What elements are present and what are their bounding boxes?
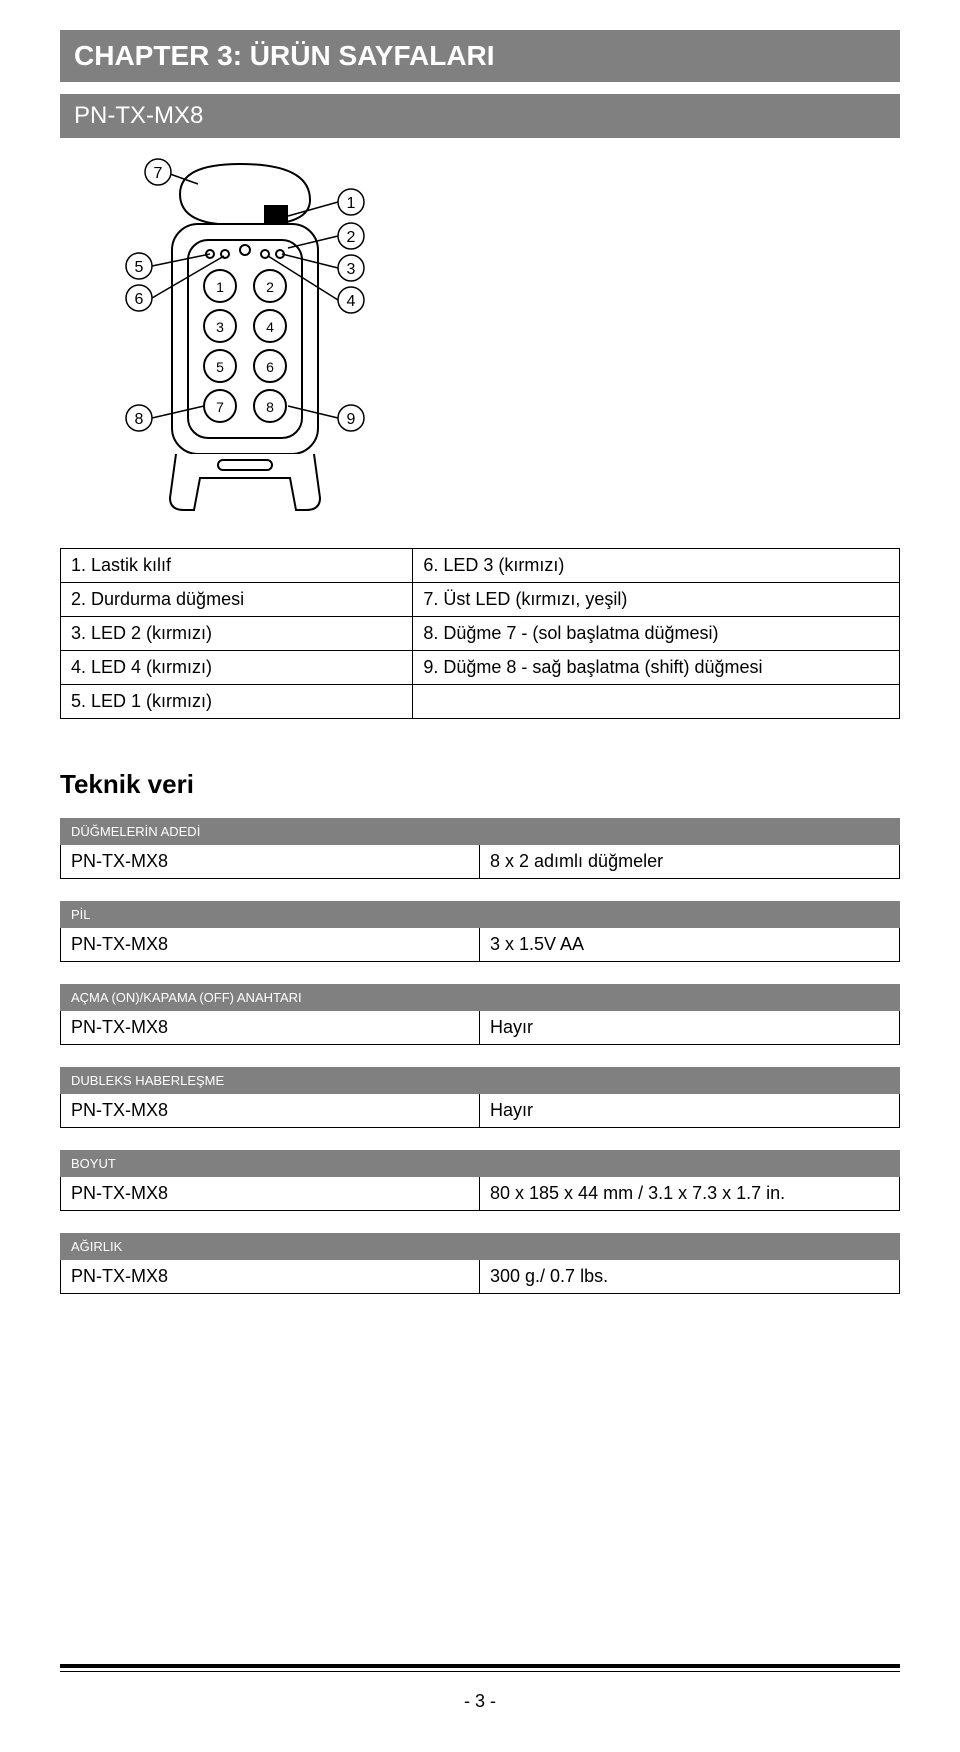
spec-header: DÜĞMELERİN ADEDİ (60, 818, 900, 845)
spec-model: PN-TX-MX8 (61, 845, 480, 878)
callout-1: 1 (347, 195, 356, 212)
spec-value: 3 x 1.5V AA (480, 928, 899, 961)
part-left-5: 5. LED 1 (kırmızı) (61, 685, 413, 719)
spec-header: AÇMA (ON)/KAPAMA (OFF) ANAHTARI (60, 984, 900, 1011)
tech-heading: Teknik veri (60, 769, 900, 800)
part-left-2: 2. Durdurma düğmesi (61, 583, 413, 617)
spec-block-4: BOYUT PN-TX-MX880 x 185 x 44 mm / 3.1 x … (60, 1150, 900, 1211)
part-right-1: 6. LED 3 (kırmızı) (413, 549, 900, 583)
spec-value: 8 x 2 adımlı düğmeler (480, 845, 899, 878)
spec-model: PN-TX-MX8 (61, 1094, 480, 1127)
footer-rule (60, 1664, 900, 1672)
part-right-5 (413, 685, 900, 719)
table-row: 2. Durdurma düğmesi7. Üst LED (kırmızı, … (61, 583, 900, 617)
spec-model: PN-TX-MX8 (61, 1177, 480, 1210)
part-right-4: 9. Düğme 8 - sağ başlatma (shift) düğmes… (413, 651, 900, 685)
spec-header: DUBLEKS HABERLEŞME (60, 1067, 900, 1094)
diagram-btn-8: 8 (266, 399, 274, 415)
diagram-btn-6: 6 (266, 359, 274, 375)
part-left-4: 4. LED 4 (kırmızı) (61, 651, 413, 685)
spec-value: Hayır (480, 1094, 899, 1127)
callout-7: 7 (154, 165, 163, 182)
table-row: 5. LED 1 (kırmızı) (61, 685, 900, 719)
product-name-bar: PN-TX-MX8 (60, 94, 900, 138)
table-row: 1. Lastik kılıf6. LED 3 (kırmızı) (61, 549, 900, 583)
spec-block-2: AÇMA (ON)/KAPAMA (OFF) ANAHTARI PN-TX-MX… (60, 984, 900, 1045)
callout-3: 3 (347, 261, 356, 278)
spec-block-3: DUBLEKS HABERLEŞME PN-TX-MX8Hayır (60, 1067, 900, 1128)
diagram-btn-7: 7 (216, 399, 224, 415)
part-left-3: 3. LED 2 (kırmızı) (61, 617, 413, 651)
table-row: 3. LED 2 (kırmızı)8. Düğme 7 - (sol başl… (61, 617, 900, 651)
spec-value: 80 x 185 x 44 mm / 3.1 x 7.3 x 1.7 in. (480, 1177, 899, 1210)
spec-model: PN-TX-MX8 (61, 1260, 480, 1293)
table-row: 4. LED 4 (kırmızı)9. Düğme 8 - sağ başla… (61, 651, 900, 685)
spec-block-0: DÜĞMELERİN ADEDİ PN-TX-MX88 x 2 adımlı d… (60, 818, 900, 879)
callout-5: 5 (135, 259, 144, 276)
callout-6: 6 (135, 291, 144, 308)
spec-model: PN-TX-MX8 (61, 928, 480, 961)
callout-8: 8 (135, 411, 144, 428)
diagram-btn-5: 5 (216, 359, 224, 375)
diagram-btn-2: 2 (266, 279, 274, 295)
spec-block-1: PİL PN-TX-MX83 x 1.5V AA (60, 901, 900, 962)
spec-value: 300 g./ 0.7 lbs. (480, 1260, 899, 1293)
part-left-1: 1. Lastik kılıf (61, 549, 413, 583)
callout-4: 4 (347, 293, 356, 310)
spec-value: Hayır (480, 1011, 899, 1044)
callout-9: 9 (347, 411, 356, 428)
spec-model: PN-TX-MX8 (61, 1011, 480, 1044)
product-diagram: 1 2 3 4 5 6 7 8 1 2 3 4 9 5 6 8 7 (70, 158, 900, 518)
page-number: - 3 - (0, 1691, 960, 1712)
diagram-btn-3: 3 (216, 319, 224, 335)
spec-block-5: AĞIRLIK PN-TX-MX8300 g./ 0.7 lbs. (60, 1233, 900, 1294)
callout-2: 2 (347, 229, 356, 246)
part-right-3: 8. Düğme 7 - (sol başlatma düğmesi) (413, 617, 900, 651)
spec-header: PİL (60, 901, 900, 928)
diagram-btn-1: 1 (216, 279, 224, 295)
chapter-title: CHAPTER 3: ÜRÜN SAYFALARI (60, 30, 900, 82)
diagram-btn-4: 4 (266, 319, 274, 335)
parts-table: 1. Lastik kılıf6. LED 3 (kırmızı) 2. Dur… (60, 548, 900, 719)
spec-header: BOYUT (60, 1150, 900, 1177)
spec-header: AĞIRLIK (60, 1233, 900, 1260)
part-right-2: 7. Üst LED (kırmızı, yeşil) (413, 583, 900, 617)
